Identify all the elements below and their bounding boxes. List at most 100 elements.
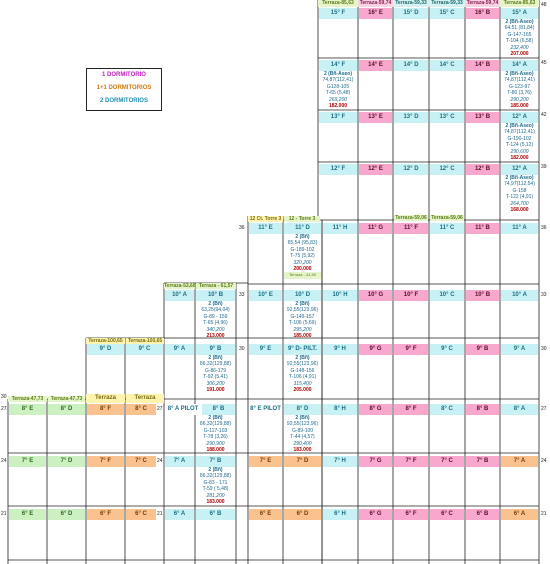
unit-6G[interactable]: 6° G <box>359 509 392 520</box>
floor-number: 36 <box>239 225 245 231</box>
unit-8B[interactable]: 8° B <box>202 404 235 415</box>
unit-10A2[interactable]: 10° A <box>501 290 538 301</box>
unit-8D2[interactable]: 8° D <box>284 404 321 415</box>
unit-10E[interactable]: 10° E <box>249 290 282 301</box>
unit-14C[interactable]: 14° C <box>430 60 464 71</box>
unit-9G[interactable]: 9° G <box>359 344 392 355</box>
unit-10B2[interactable]: 10° B <box>466 290 499 301</box>
unit-13C[interactable]: 13° C <box>430 112 464 123</box>
unit-7B[interactable]: 7° B <box>196 456 235 467</box>
unit-8D[interactable]: 8° D <box>48 404 85 415</box>
unit-15C[interactable]: 15° C <box>430 8 464 19</box>
unit-13D[interactable]: 13° D <box>394 112 428 123</box>
unit-11C[interactable]: 11° C <box>430 223 464 234</box>
unit-15E[interactable]: 16° E <box>359 8 392 19</box>
unit-12D[interactable]: 12° D <box>394 164 428 175</box>
unit-7E2[interactable]: 7° E <box>249 456 282 467</box>
unit-10D[interactable]: 10° D <box>284 290 321 301</box>
unit-14B[interactable]: 14° B <box>466 60 499 71</box>
unit-8E[interactable]: 8° E <box>9 404 46 415</box>
unit-6D[interactable]: 6° D <box>48 509 85 520</box>
unit-15F[interactable]: 15° F <box>319 8 357 19</box>
unit-7E[interactable]: 7° E <box>9 456 46 467</box>
unit-8A-pilot[interactable]: 8° A PILOT <box>165 404 201 415</box>
unit-10C[interactable]: 10° C <box>430 290 464 301</box>
unit-14F[interactable]: 14° F <box>319 60 357 71</box>
unit-8C2[interactable]: 8° C <box>430 404 464 415</box>
unit-9A2[interactable]: 9° A <box>501 344 538 355</box>
unit-10A[interactable]: 10° A <box>165 290 194 301</box>
unit-11F[interactable]: 11° F <box>394 223 428 234</box>
unit-6B[interactable]: 6° B <box>196 509 235 520</box>
unit-8C[interactable]: 8° C <box>126 404 156 415</box>
unit-6E2[interactable]: 6° E <box>249 509 282 520</box>
unit-14D[interactable]: 14° D <box>394 60 428 71</box>
unit-14E[interactable]: 14° E <box>359 60 392 71</box>
unit-6F2[interactable]: 6° F <box>394 509 428 520</box>
unit-7D2[interactable]: 7° D <box>284 456 321 467</box>
unit-6D2[interactable]: 6° D <box>284 509 321 520</box>
unit-15A[interactable]: 15° A <box>501 8 538 19</box>
unit-8F[interactable]: 8° F <box>87 404 124 415</box>
unit-14A[interactable]: 14° A <box>501 60 538 71</box>
unit-12F[interactable]: 12° F <box>319 164 357 175</box>
unit-10B[interactable]: 10° B <box>196 290 235 301</box>
unit-7C2[interactable]: 7° C <box>430 456 464 467</box>
unit-11E[interactable]: 11° E <box>249 223 282 234</box>
unit-11H[interactable]: 11° H <box>323 223 357 234</box>
unit-6E[interactable]: 6° E <box>9 509 46 520</box>
unit-7G[interactable]: 7° G <box>359 456 392 467</box>
floor-number: 42 <box>541 112 547 118</box>
unit-9C[interactable]: 9° C <box>126 344 163 355</box>
unit-8H[interactable]: 8° H <box>323 404 357 415</box>
unit-9D-pilot[interactable]: 9° D- PILT. <box>284 344 321 355</box>
unit-7A2[interactable]: 7° A <box>501 456 538 467</box>
unit-13E[interactable]: 13° E <box>359 112 392 123</box>
unit-8G[interactable]: 8° G <box>359 404 392 415</box>
unit-12C[interactable]: 12° C <box>430 164 464 175</box>
unit-13F[interactable]: 13° F <box>319 112 357 123</box>
unit-10F[interactable]: 10° F <box>394 290 428 301</box>
unit-8B2[interactable]: 8° B <box>466 404 499 415</box>
unit-9C2[interactable]: 9° C <box>430 344 464 355</box>
unit-6H[interactable]: 6° H <box>323 509 357 520</box>
unit-7D[interactable]: 7° D <box>48 456 85 467</box>
unit-6F[interactable]: 6° F <box>87 509 124 520</box>
unit-8F2[interactable]: 8° F <box>394 404 428 415</box>
unit-7F2[interactable]: 7° F <box>394 456 428 467</box>
unit-6A2[interactable]: 6° A <box>501 509 538 520</box>
unit-8E-pilot[interactable]: 8° E PILOT <box>249 404 282 415</box>
unit-10B-info: 2 (Bñ) 63,25(94,04) G-89 - 159 T-65 (4,96) 3… <box>201 301 230 340</box>
unit-6B2[interactable]: 6° B <box>466 509 499 520</box>
unit-7H[interactable]: 7° H <box>323 456 357 467</box>
unit-7F[interactable]: 7° F <box>87 456 124 467</box>
unit-9A[interactable]: 9° A <box>165 344 194 355</box>
unit-7A[interactable]: 7° A <box>165 456 194 467</box>
unit-9F[interactable]: 9° F <box>394 344 428 355</box>
unit-13A[interactable]: 12° A <box>501 112 538 123</box>
unit-13B[interactable]: 13° B <box>466 112 499 123</box>
unit-15B[interactable]: 16° B <box>466 8 499 19</box>
unit-9E[interactable]: 9° E <box>249 344 282 355</box>
unit-11D[interactable]: 11° D <box>284 223 321 234</box>
unit-7B2[interactable]: 7° B <box>466 456 499 467</box>
unit-12A[interactable]: 12° A <box>501 164 538 175</box>
unit-6C[interactable]: 6° C <box>126 509 156 520</box>
unit-11A[interactable]: 11° A <box>501 223 538 234</box>
unit-11G[interactable]: 11° G <box>359 223 392 234</box>
unit-7C[interactable]: 7° C <box>126 456 156 467</box>
unit-12B[interactable]: 12° B <box>466 164 499 175</box>
unit-6C2[interactable]: 6° C <box>430 509 464 520</box>
unit-9D[interactable]: 9° D <box>87 344 124 355</box>
unit-12E[interactable]: 12° E <box>359 164 392 175</box>
unit-8A2[interactable]: 8° A <box>501 404 538 415</box>
unit-9B[interactable]: 9° B <box>196 344 235 355</box>
unit-9H[interactable]: 9° H <box>323 344 357 355</box>
floor-number: 36 <box>541 225 547 231</box>
unit-15D[interactable]: 15° D <box>394 8 428 19</box>
unit-11B[interactable]: 11° B <box>466 223 499 234</box>
unit-10G[interactable]: 10° G <box>359 290 392 301</box>
unit-6A[interactable]: 6° A <box>165 509 194 520</box>
unit-10H[interactable]: 10° H <box>323 290 357 301</box>
unit-9B2[interactable]: 9° B <box>466 344 499 355</box>
